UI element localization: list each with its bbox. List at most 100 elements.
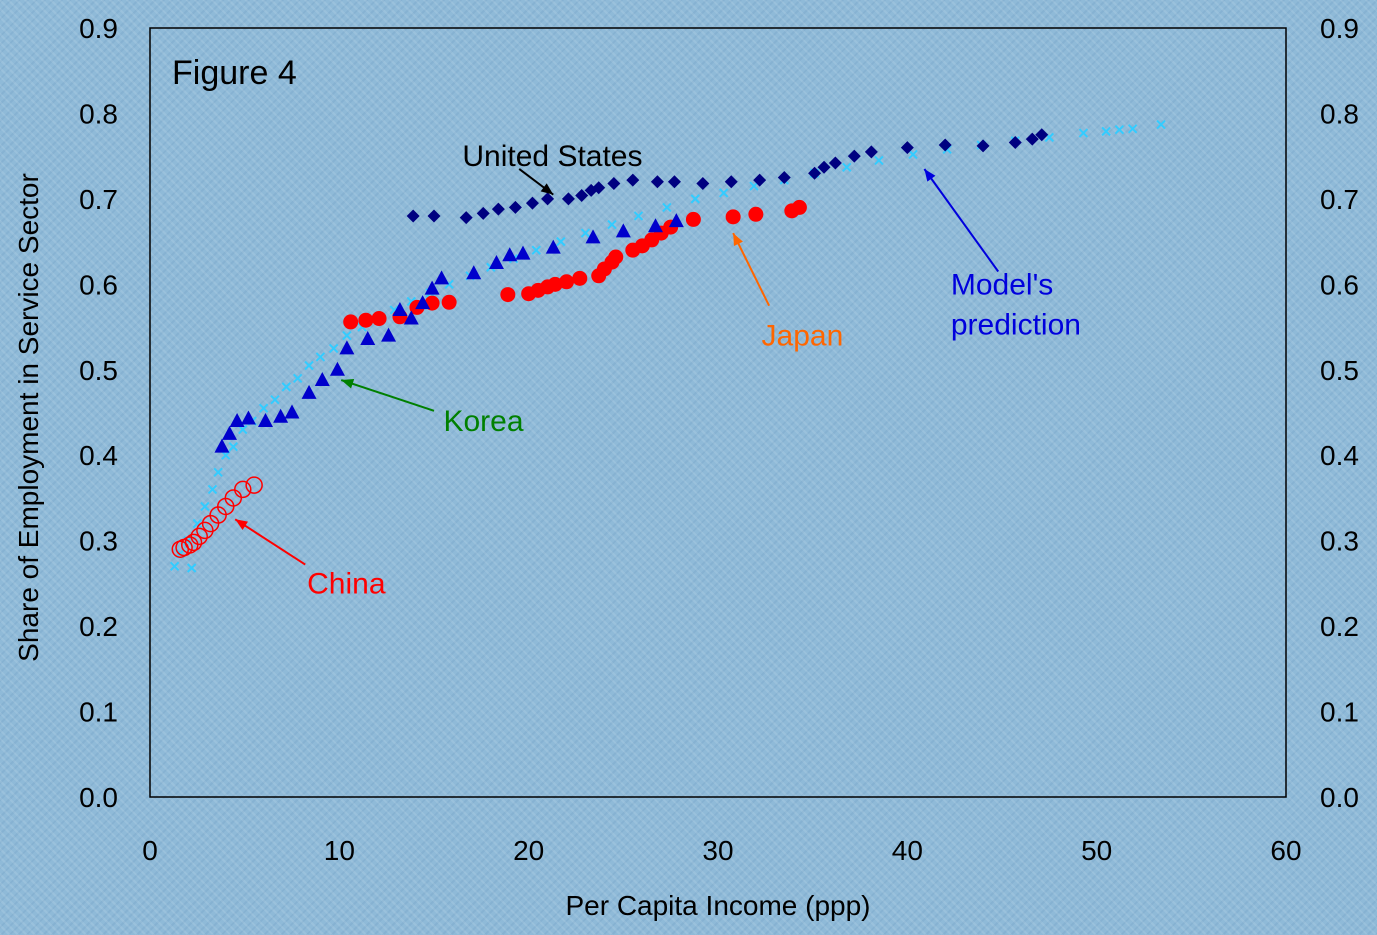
united-states-point: [575, 188, 589, 202]
china-arrow-head: [235, 519, 248, 531]
korea-point: [222, 425, 238, 440]
korea-point: [273, 408, 289, 423]
united-states-point: [508, 200, 522, 214]
japan-label: Japan: [762, 320, 844, 353]
model-point: [228, 441, 239, 452]
model-point: [342, 330, 352, 341]
korea-point: [615, 223, 631, 238]
y-tick-label: 0.3: [79, 526, 118, 557]
korea-point: [392, 301, 408, 316]
y-tick-label: 0.0: [79, 782, 118, 813]
model-label-line2: prediction: [951, 308, 1081, 341]
united-states-point: [491, 202, 505, 216]
korea-label: Korea: [443, 405, 523, 438]
united-states-point: [1025, 132, 1039, 146]
model-point: [192, 518, 203, 529]
japan-point: [441, 294, 457, 310]
model-point: [718, 188, 729, 198]
y2-tick-label: 0.1: [1320, 697, 1359, 728]
data-points: [169, 119, 1166, 573]
united-states-point: [696, 177, 710, 191]
x-tick-label: 60: [1270, 835, 1301, 866]
y-axis-ticks: 0.0 0.1 0.2 0.3 0.4 0.5 0.6 0.7 0.8 0.9: [79, 13, 118, 813]
model-point: [908, 149, 918, 160]
model-point: [1156, 119, 1166, 130]
model-point: [213, 467, 223, 478]
model-point: [1101, 126, 1111, 137]
united-states-label: United States: [462, 140, 642, 173]
model-point: [292, 373, 303, 384]
korea-point: [229, 413, 245, 428]
japan-point: [343, 314, 359, 330]
model-point: [1078, 128, 1089, 138]
korea-point: [415, 295, 431, 310]
y2-tick-label: 0.9: [1320, 13, 1359, 44]
china-point: [190, 527, 208, 546]
korea-point: [403, 310, 419, 325]
japan-arrow-head: [733, 233, 743, 247]
secondary-y-axis-ticks: 0.0 0.1 0.2 0.3 0.4 0.5 0.6 0.7 0.8 0.9: [1320, 13, 1359, 813]
japan-point: [358, 312, 374, 328]
korea-arrow-head: [341, 379, 355, 389]
japan-arrow-line: [732, 232, 771, 307]
china-series: [171, 476, 263, 558]
model-point: [169, 561, 180, 572]
united-states-series: [406, 128, 1049, 225]
model-arrow-line: [923, 168, 1000, 273]
model-point: [662, 202, 672, 213]
united-states-point: [864, 145, 878, 159]
china-arrow-line: [234, 518, 306, 566]
united-states-point: [777, 171, 791, 185]
korea-point: [434, 270, 450, 285]
korea-point: [314, 372, 330, 387]
japan-point: [559, 274, 575, 290]
united-states-point: [1035, 128, 1049, 142]
japan-point: [500, 287, 516, 303]
annotations: United States Model's prediction Japan Korea…: [234, 140, 1081, 600]
korea-point: [488, 254, 504, 269]
model-series: [169, 119, 1166, 573]
korea-point: [381, 327, 397, 342]
model-point: [690, 194, 700, 204]
y-tick-label: 0.7: [79, 184, 118, 215]
y-tick-label: 0.5: [79, 355, 118, 386]
model-point: [874, 155, 884, 166]
model-point: [186, 563, 197, 573]
japan-point: [748, 206, 764, 222]
united-states-point: [724, 175, 738, 189]
united-states-point: [753, 173, 767, 187]
model-point: [1114, 124, 1125, 135]
united-states-point: [938, 138, 952, 152]
model-point: [328, 343, 339, 354]
china-label: China: [307, 567, 386, 600]
model-point: [207, 484, 218, 495]
model-point: [281, 382, 292, 392]
model-point: [633, 211, 644, 221]
korea-point: [329, 361, 345, 376]
model-point: [200, 501, 210, 512]
united-states-point: [1008, 135, 1022, 149]
y-tick-label: 0.1: [79, 697, 118, 728]
korea-arrow-line: [340, 379, 435, 412]
united-states-point: [561, 192, 575, 206]
y2-tick-label: 0.3: [1320, 526, 1359, 557]
japan-point: [685, 211, 701, 227]
japan-point: [572, 270, 588, 286]
united-states-point: [406, 209, 420, 223]
china-point: [196, 521, 214, 540]
model-point: [607, 219, 617, 230]
united-states-point: [541, 192, 555, 206]
x-axis-label: Per Capita Income (ppp): [565, 890, 870, 921]
y2-tick-label: 0.6: [1320, 269, 1359, 300]
united-states-point: [847, 149, 861, 163]
united-states-point: [459, 211, 473, 225]
x-tick-label: 50: [1081, 835, 1112, 866]
japan-point: [791, 199, 807, 215]
y2-tick-label: 0.0: [1320, 782, 1359, 813]
model-point: [270, 394, 280, 405]
model-point: [258, 403, 269, 413]
united-states-point: [525, 196, 539, 210]
y-tick-label: 0.8: [79, 98, 118, 129]
united-states-point: [828, 156, 842, 170]
